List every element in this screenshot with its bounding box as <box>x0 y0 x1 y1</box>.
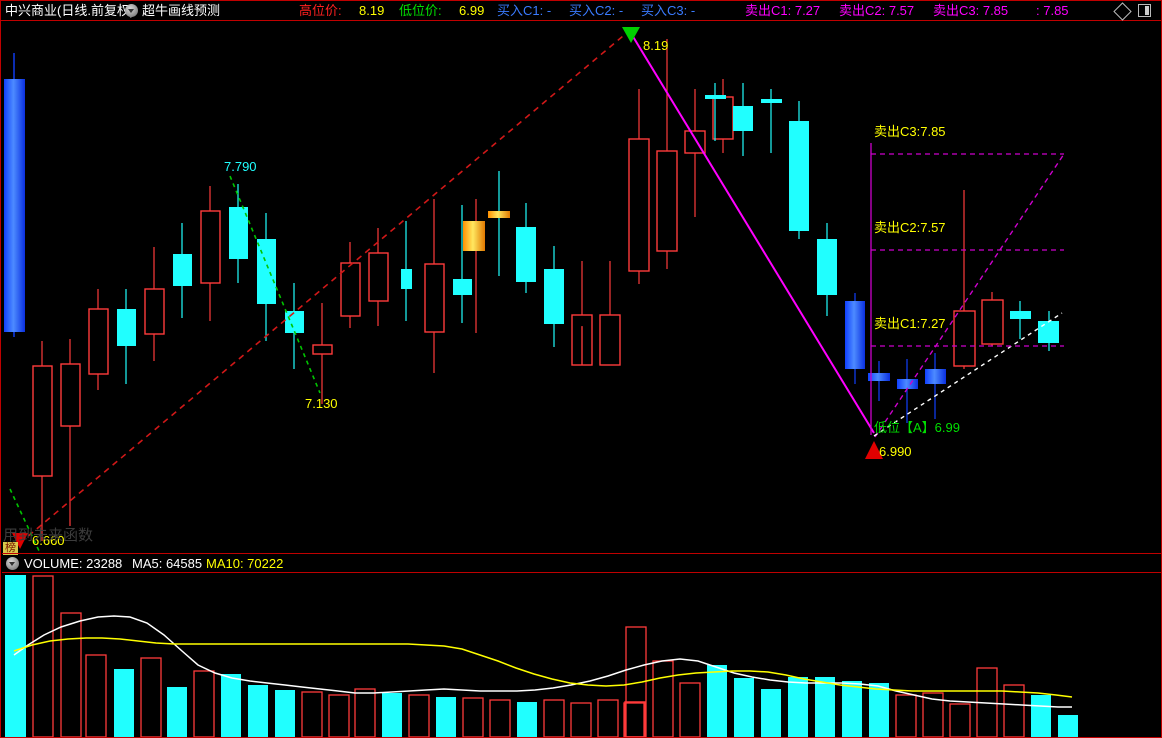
low-marker-value: 6.990 <box>879 444 912 459</box>
circle-caret-down-icon[interactable] <box>6 557 19 570</box>
volume-bars <box>5 575 1078 737</box>
diamond-icon[interactable] <box>1113 2 1132 21</box>
chart-header: 中兴商业(日线.前复权) 超牛画线预测 高位价: 8.19 低位价: 6.99 … <box>1 1 1161 21</box>
candle-series <box>4 39 1059 541</box>
low-price-value: 6.99 <box>459 3 485 18</box>
sell-c3-level-label: 卖出C3:7.85 <box>874 124 946 139</box>
volume-svg <box>5 575 1078 737</box>
volume-value-label: VOLUME: 23288 <box>24 556 123 571</box>
sell-tail-label: : 7.85 <box>1036 3 1069 18</box>
sell-c2-label: 卖出C2: 7.57 <box>839 3 915 18</box>
price-chart-pane[interactable]: 7.790 7.130 8.19 6.990 低位【A】6.99 6.660 卖… <box>2 21 1162 553</box>
uptrend-line-red <box>19 30 630 544</box>
high-signal-triangle-icon <box>622 27 640 43</box>
low-price-label: 低位价: <box>399 3 442 18</box>
trough-price-label: 7.130 <box>305 396 338 411</box>
low-signal-triangle-icon <box>865 441 883 459</box>
sell-c2-level-label: 卖出C2:7.57 <box>874 220 946 235</box>
watermark-text: 用到未来函数 <box>3 527 94 544</box>
trend-lines <box>9 30 1065 553</box>
low-zone-tag: 低位【A】6.99 <box>874 420 960 435</box>
candlestick-svg <box>4 27 1065 553</box>
stock-title[interactable]: 中兴商业(日线.前复权) <box>5 3 135 18</box>
circle-caret-down-icon[interactable] <box>125 4 138 17</box>
buy-c3-label: 买入C3: - <box>641 3 696 18</box>
ma5-line <box>13 615 1072 708</box>
high-marker-value: 8.19 <box>643 38 669 53</box>
start-low-value: 6.660 <box>32 533 65 548</box>
buy-c1-label: 买入C1: - <box>497 3 552 18</box>
signal-markers <box>12 27 883 549</box>
rank-badge[interactable]: 榜 <box>3 542 18 555</box>
downtrend-line-green-left <box>9 488 41 553</box>
peak-price-label: 7.790 <box>224 159 257 174</box>
projection-line-magenta <box>874 153 1065 438</box>
window-icon[interactable] <box>1138 4 1151 17</box>
start-signal-triangle-icon <box>12 533 28 549</box>
support-line-white <box>873 312 1063 437</box>
high-price-label: 高位价: <box>299 3 342 18</box>
volume-header: VOLUME: 23288 MA5: 64585 MA10: 70222 <box>2 553 1162 573</box>
ma10-line <box>13 637 1073 698</box>
sell-c1-level-label: 卖出C1:7.27 <box>874 316 946 331</box>
indicator-name[interactable]: 超牛画线预测 <box>142 3 221 18</box>
sell-c1-label: 卖出C1: 7.27 <box>745 3 821 18</box>
downtrend-line-green <box>229 175 321 394</box>
major-downtrend-magenta <box>631 34 875 434</box>
volume-ma10-label: MA10: 70222 <box>206 556 284 571</box>
buy-c2-label: 买入C2: - <box>569 3 624 18</box>
sell-c3-label: 卖出C3: 7.85 <box>933 3 1009 18</box>
high-price-value: 8.19 <box>359 3 385 18</box>
volume-ma5-label: MA5: 64585 <box>132 556 203 571</box>
volume-chart-pane[interactable] <box>2 573 1162 737</box>
